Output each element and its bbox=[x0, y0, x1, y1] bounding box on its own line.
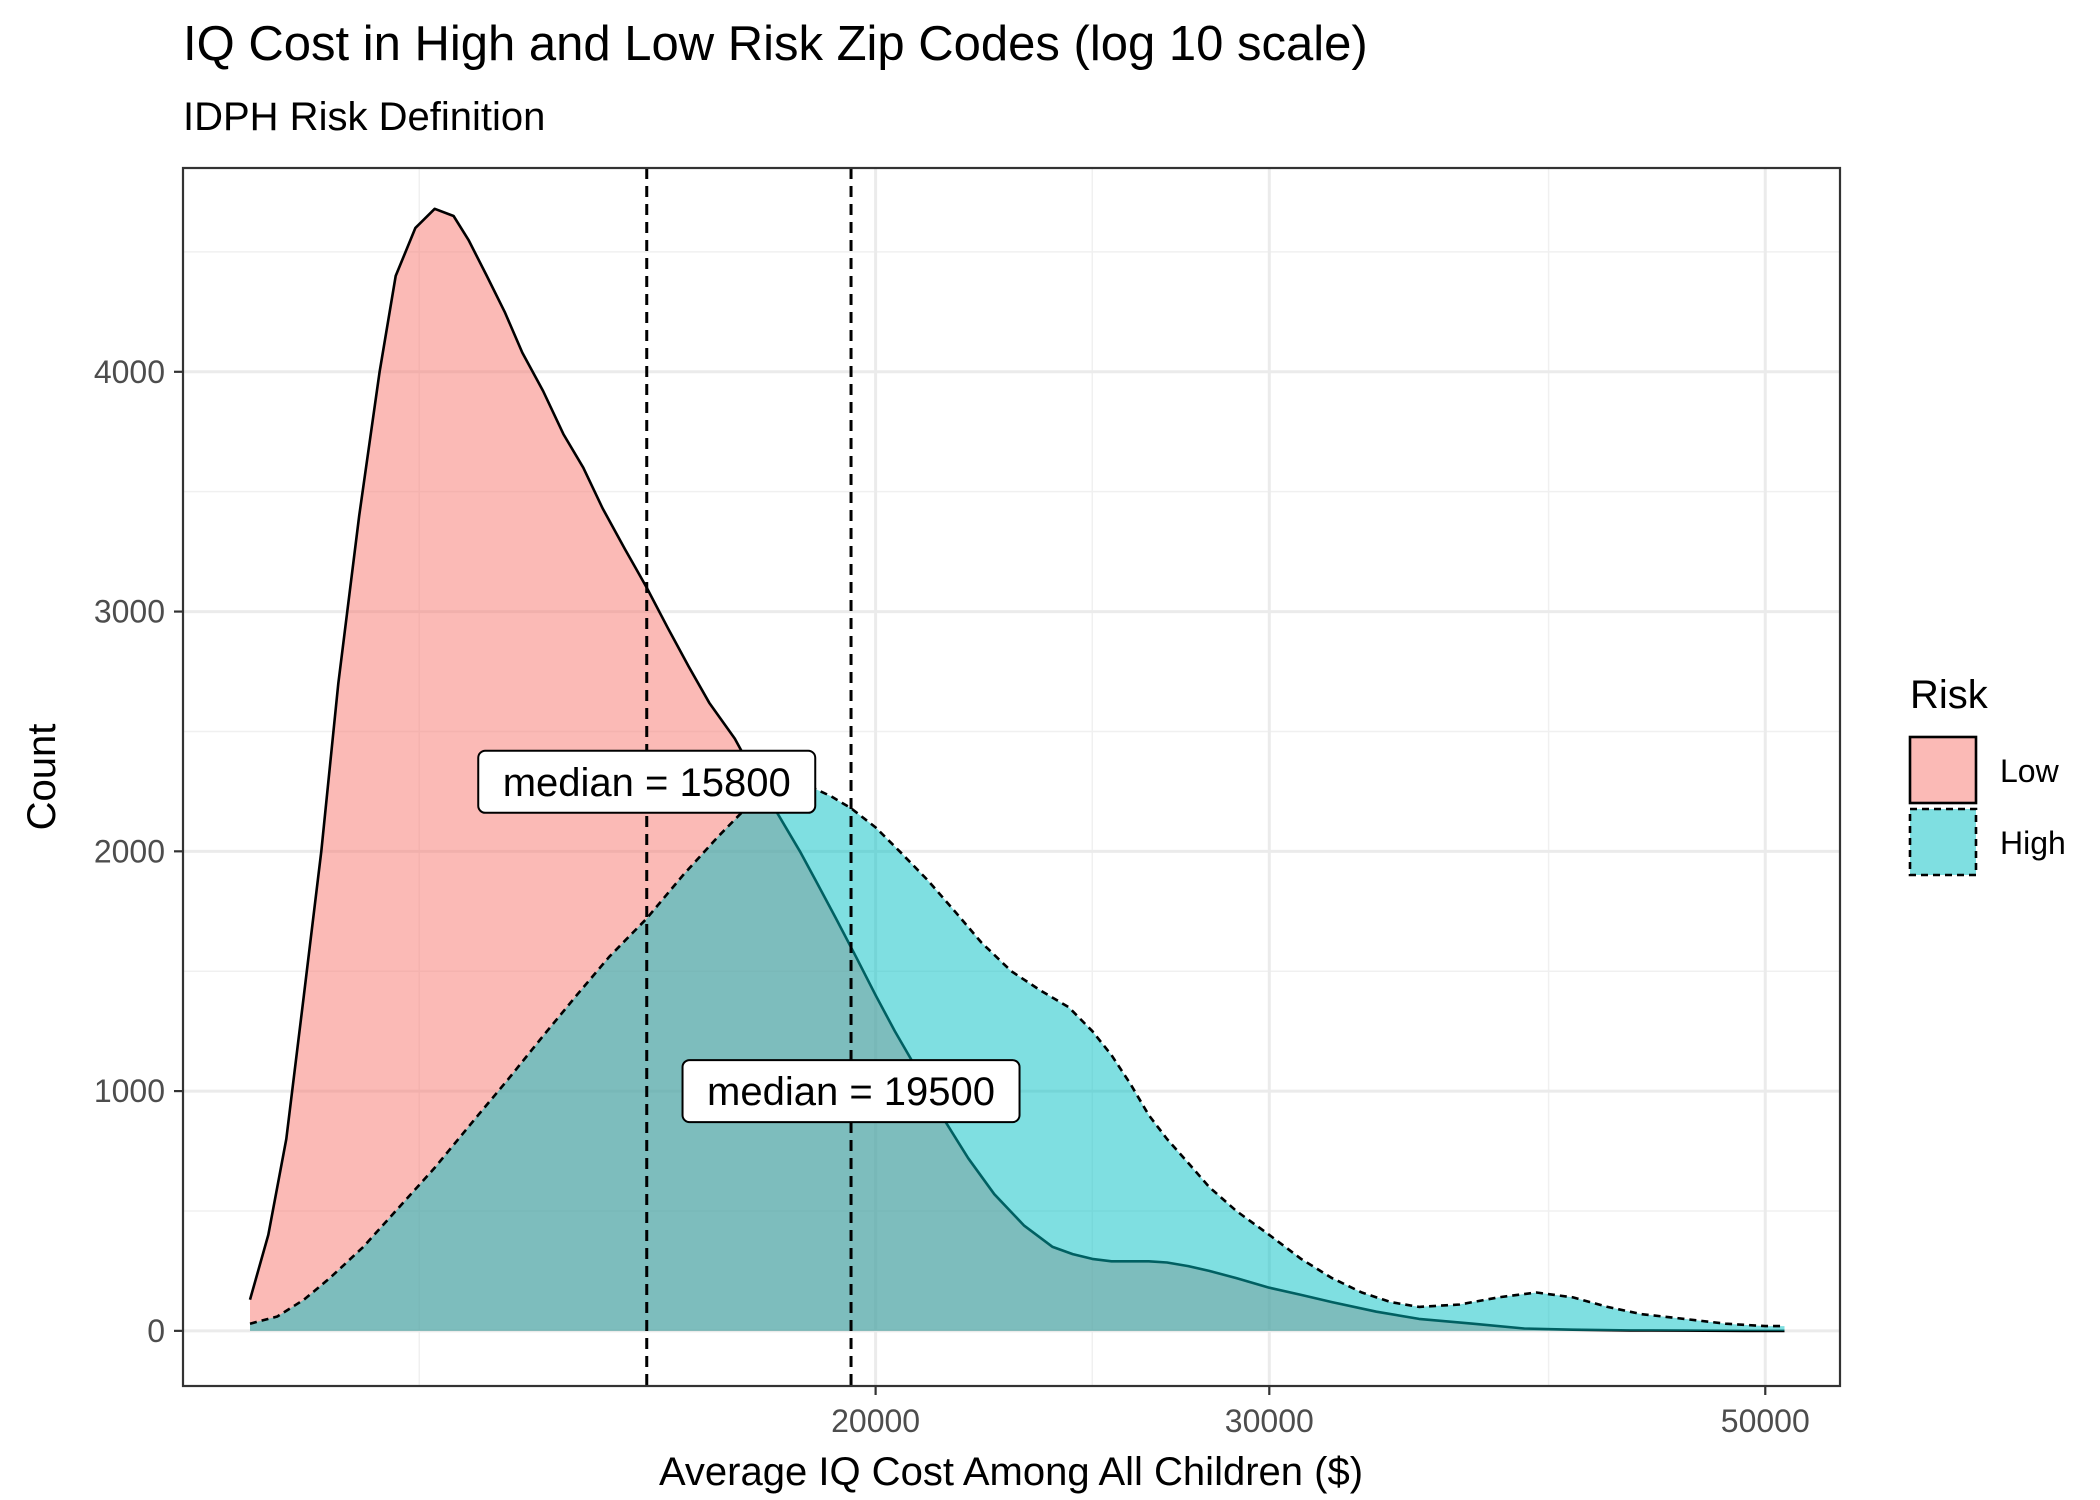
legend-key-low bbox=[1908, 735, 1978, 805]
y-tick-label: 2000 bbox=[94, 833, 165, 869]
y-tick-label: 4000 bbox=[94, 354, 165, 390]
median-label-text: median = 19500 bbox=[707, 1070, 995, 1114]
legend-entry-low: Low bbox=[1908, 735, 2060, 805]
chart-title: IQ Cost in High and Low Risk Zip Codes (… bbox=[183, 17, 1368, 71]
x-tick-label: 20000 bbox=[831, 1403, 920, 1439]
panel-border bbox=[181, 166, 1842, 1388]
legend-key-high bbox=[1908, 807, 1978, 877]
density-areas bbox=[248, 207, 1785, 1333]
density-line-high bbox=[249, 782, 1785, 1328]
density-area-high bbox=[250, 784, 1785, 1331]
legend-label: Low bbox=[2000, 753, 2060, 789]
y-tick-label: 0 bbox=[147, 1313, 165, 1349]
legend-title: Risk bbox=[1910, 673, 1989, 717]
median-label-box bbox=[477, 749, 817, 814]
x-axis-ticks: 20000 30000 50000 bbox=[831, 1386, 1810, 1439]
median-label-text: median = 15800 bbox=[503, 761, 791, 805]
median-label: median = 19500 bbox=[681, 1059, 1021, 1124]
median-lines bbox=[645, 168, 853, 1386]
legend-label: High bbox=[2000, 825, 2066, 861]
y-axis-title: Count bbox=[20, 724, 64, 831]
y-axis-ticks: 0 1000 2000 3000 4000 bbox=[94, 354, 183, 1349]
median-label-box bbox=[681, 1059, 1021, 1124]
chart-subtitle: IDPH Risk Definition bbox=[183, 95, 545, 139]
legend: Risk Low High bbox=[1908, 673, 2066, 877]
x-tick-label: 30000 bbox=[1225, 1403, 1314, 1439]
legend-entries: Low High bbox=[1908, 735, 2066, 877]
legend-entry-high: High bbox=[1908, 807, 2066, 877]
y-tick-label: 1000 bbox=[94, 1073, 165, 1109]
x-axis-title: Average IQ Cost Among All Children ($) bbox=[659, 1450, 1363, 1494]
x-tick-label: 50000 bbox=[1721, 1403, 1810, 1439]
y-tick-label: 3000 bbox=[94, 594, 165, 630]
median-annotations: median = 15800 median = 19500 bbox=[477, 749, 1021, 1124]
median-label: median = 15800 bbox=[477, 749, 817, 814]
